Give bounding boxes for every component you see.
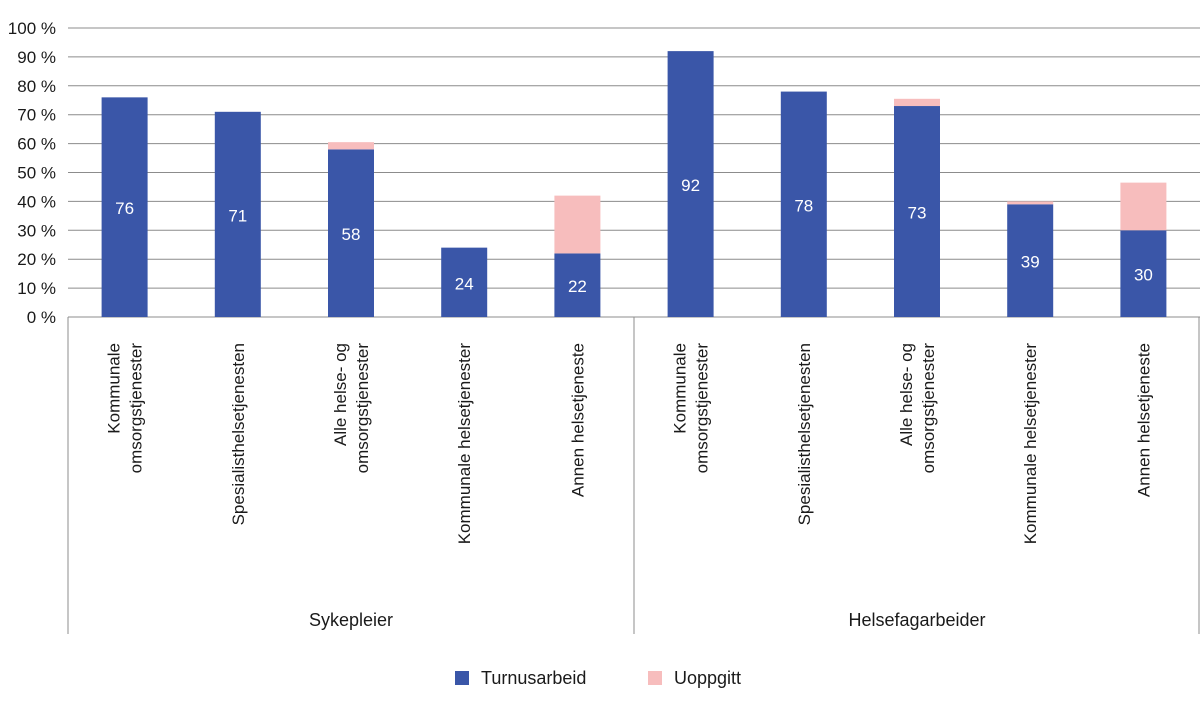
category-label-line: omsorgstjenester: [919, 343, 938, 474]
category-labels: Kommunale omsorgstjenester Spesialisthelse…: [105, 343, 1154, 545]
bar-turnusarbeid: [1120, 230, 1167, 317]
bars: [101, 51, 1167, 318]
category-label: Alle helse- og omsorgstjenester: [897, 343, 938, 474]
y-tick-label: 0 %: [27, 308, 56, 327]
data-label: 78: [794, 196, 813, 215]
bar-turnusarbeid: [667, 51, 714, 318]
y-tick-label: 90 %: [17, 48, 56, 67]
category-label: Spesialisthelsetjenesten: [229, 343, 248, 525]
y-tick-label: 80 %: [17, 77, 56, 96]
legend: Turnusarbeid Uoppgitt: [455, 668, 741, 688]
category-label: Kommunale helsetjenester: [1021, 343, 1040, 545]
group-label: Helsefagarbeider: [848, 610, 985, 630]
bar-uoppgitt: [328, 142, 374, 150]
category-label-line: Alle helse- og: [897, 343, 916, 446]
bar-uoppgitt: [1007, 201, 1054, 205]
bar-turnusarbeid: [1007, 204, 1054, 317]
category-label-line: Kommunale helsetjenester: [1021, 343, 1040, 545]
bar-turnusarbeid: [214, 111, 261, 317]
bar-turnusarbeid: [328, 149, 374, 317]
data-label: 73: [908, 204, 927, 223]
data-label: 58: [342, 225, 361, 244]
legend-swatch: [648, 671, 662, 685]
category-label-line: Alle helse- og: [331, 343, 350, 446]
category-label-line: omsorgstjenester: [353, 343, 372, 474]
group-labels: Sykepleier Helsefagarbeider: [309, 610, 986, 630]
category-label-line: Kommunale: [105, 343, 124, 434]
bar-turnusarbeid: [894, 106, 940, 317]
data-label: 24: [455, 274, 474, 293]
y-tick-label: 50 %: [17, 164, 56, 183]
data-label: 71: [228, 206, 247, 225]
y-tick-label: 30 %: [17, 221, 56, 240]
category-label-line: omsorgstjenester: [693, 343, 712, 474]
category-label-line: Spesialisthelsetjenesten: [795, 343, 814, 525]
category-label: Alle helse- og omsorgstjenester: [331, 343, 372, 474]
data-label: 39: [1021, 253, 1040, 272]
category-label-line: omsorgstjenester: [127, 343, 146, 474]
bar-uoppgitt: [1120, 182, 1167, 231]
y-tick-label: 60 %: [17, 135, 56, 154]
y-axis-tick-labels: 0 % 10 % 20 % 30 % 40 % 50 % 60 % 70 % 80 % 90 % 1…: [8, 19, 56, 327]
legend-swatch: [455, 671, 469, 685]
y-tick-label: 40 %: [17, 192, 56, 211]
y-tick-label: 10 %: [17, 279, 56, 298]
category-label-line: Kommunale: [671, 343, 690, 434]
bar-turnusarbeid: [780, 91, 827, 317]
category-label-line: Annen helsetjeneste: [1134, 343, 1153, 497]
data-label: 76: [115, 199, 134, 218]
category-label: Spesialisthelsetjenesten: [795, 343, 814, 525]
y-tick-label: 100 %: [8, 19, 56, 38]
legend-label: Uoppgitt: [674, 668, 741, 688]
y-tick-label: 20 %: [17, 250, 56, 269]
bar-turnusarbeid: [441, 247, 488, 317]
bar-uoppgitt: [894, 98, 940, 107]
group-label: Sykepleier: [309, 610, 393, 630]
category-label: Kommunale omsorgstjenester: [671, 343, 712, 474]
category-label-line: Kommunale helsetjenester: [455, 343, 474, 545]
category-label: Annen helsetjeneste: [1134, 343, 1153, 497]
bar-turnusarbeid: [554, 253, 601, 317]
bar-turnusarbeid: [101, 97, 148, 317]
bar-uoppgitt: [554, 195, 601, 254]
data-label: 92: [681, 176, 700, 195]
legend-label: Turnusarbeid: [481, 668, 586, 688]
data-labels: 76 71 58 24 22 92 78 73 39 30: [115, 176, 1153, 296]
category-label: Kommunale helsetjenester: [455, 343, 474, 545]
data-label: 30: [1134, 266, 1153, 285]
category-label: Annen helsetjeneste: [568, 343, 587, 497]
category-label: Kommunale omsorgstjenester: [105, 343, 146, 474]
y-tick-label: 70 %: [17, 106, 56, 125]
category-label-line: Annen helsetjeneste: [568, 343, 587, 497]
category-label-line: Spesialisthelsetjenesten: [229, 343, 248, 525]
axes: [67, 317, 1200, 634]
data-label: 22: [568, 277, 587, 296]
